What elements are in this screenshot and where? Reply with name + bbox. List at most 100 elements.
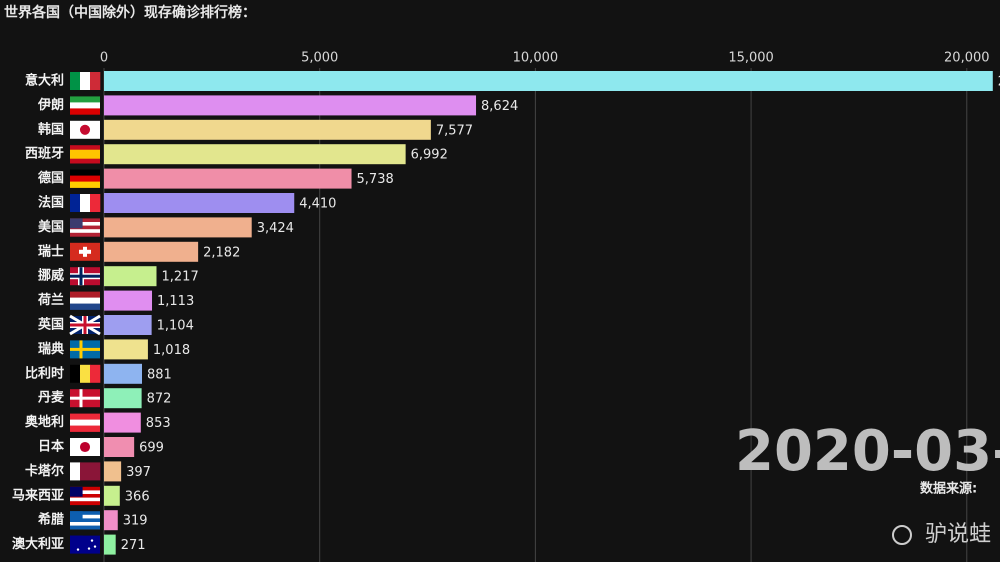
bar [104,437,135,457]
watermark: 驴说蛙 [925,522,991,547]
flag [70,145,100,164]
bar [104,217,252,238]
flag-part [70,175,100,182]
category-label: 德国 [38,170,64,186]
category-label: 西班牙 [25,146,64,162]
flag-part [70,303,100,310]
flag-part [70,535,83,546]
category-label: 瑞典 [38,341,64,357]
flag-part [70,419,100,426]
category-label: 瑞士 [38,243,64,259]
category-label: 韩国 [38,121,64,137]
flag [70,72,101,90]
category-label: 奥地利 [25,414,64,430]
flag-part [70,364,81,383]
flag [70,535,100,554]
value-label: 1,113 [157,294,194,309]
flag-part [70,218,100,223]
flag-part [90,462,101,481]
x-tick-label: 15,000 [728,51,774,66]
category-label: 挪威 [38,268,64,284]
value-label: 397 [126,465,151,480]
source-label: 数据来源: [920,481,977,497]
category-label: 澳大利亚 [12,536,64,552]
watermark-icon [892,525,912,545]
flag [70,194,101,212]
flag-part [70,169,100,176]
bar [104,339,148,360]
chart-title: 世界各国（中国除外）现存确诊排行榜： [4,4,256,21]
flag-part [70,501,100,506]
flag [70,511,100,530]
flag-part [70,425,100,432]
flag-part [79,124,91,135]
flag-part [70,525,100,530]
flag-part [70,514,100,519]
flag-part [70,511,100,516]
flag [70,169,100,188]
flag-part [93,545,97,548]
flag-part [70,396,100,400]
bar [104,388,142,409]
value-label: 5,738 [357,172,394,187]
value-label: 2,182 [203,245,240,260]
flag [70,462,101,481]
flag [69,314,101,336]
category-label: 美国 [38,219,64,235]
bar [104,119,431,140]
bar [104,485,120,506]
flag-part [70,518,100,523]
value-label: 699 [139,441,164,456]
flag-part [70,96,100,103]
flag-part [90,194,101,212]
category-label: 丹麦 [38,390,65,406]
category-label: 伊朗 [37,97,64,113]
flag-part [70,347,100,351]
flag-part [70,323,100,327]
bar [104,95,477,116]
flag-part [79,441,91,453]
flag-part [70,494,100,498]
value-label: 20,603 [998,75,1000,90]
bar [104,412,141,433]
flag-part [80,194,91,212]
flag [70,389,100,408]
bar [104,266,157,287]
flag-part [90,364,101,383]
category-label: 荷兰 [37,292,64,308]
value-label: 853 [146,416,171,431]
flag [70,242,100,261]
flag-part [87,547,91,550]
category-label: 法国 [38,195,64,211]
bar [104,144,406,165]
x-tick-label: 10,000 [513,51,559,66]
flag-part [70,297,100,304]
bar [104,534,116,555]
flag [70,218,100,237]
flag [70,486,100,506]
flag-part [70,181,100,188]
flag-part [70,291,100,298]
flag [70,120,100,139]
flag-part [80,364,91,383]
bar [104,193,295,213]
bar [104,461,122,482]
flag-part [70,149,100,155]
flag-part [80,462,91,481]
flag [70,267,100,286]
flag-part [70,154,100,159]
value-label: 366 [125,489,150,504]
value-label: 1,104 [157,319,194,334]
flag-part [70,232,100,237]
value-label: 271 [121,538,146,553]
flag-part [70,490,100,495]
value-label: 8,624 [481,99,518,114]
category-label: 意大利 [25,73,64,89]
bar [104,71,993,91]
flag-part [70,486,83,497]
value-label: 4,410 [299,197,336,212]
x-tick-label: 5,000 [301,51,338,66]
flag-part [70,462,81,481]
